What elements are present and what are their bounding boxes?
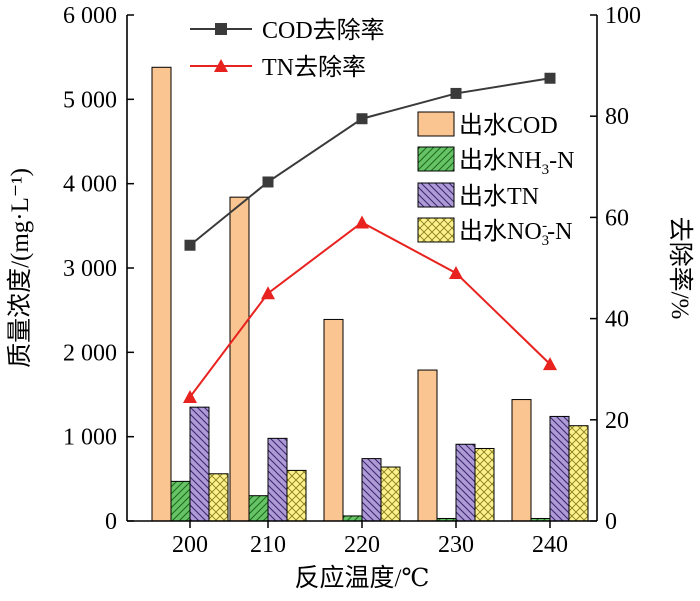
legend-nh3-label: 出水NH3-N <box>459 147 575 178</box>
y-tick-label: 3 000 <box>63 256 117 282</box>
legend-cod-removal-marker <box>215 23 227 35</box>
y2-tick-label: 60 <box>605 205 629 231</box>
legend-no3-swatch <box>417 217 455 243</box>
x-axis-title: 反应温度/℃ <box>295 564 430 592</box>
x-tick-label: 220 <box>344 532 380 558</box>
y-tick-label: 6 000 <box>63 3 117 29</box>
bar-nh3-200 <box>170 480 191 522</box>
axis-ticks: 0 1 000 2 000 3 000 4 000 5 000 6 000 0 20 40 60 80… <box>63 3 641 558</box>
y2-tick-label: 40 <box>605 307 629 333</box>
legend-nh3-swatch <box>417 146 455 172</box>
y2-tick-label: 20 <box>605 408 629 434</box>
bar-tn-210 <box>267 437 288 522</box>
legend-tn-removal-marker <box>214 59 228 72</box>
bars-layer <box>151 66 589 522</box>
bar-no3-230 <box>474 447 495 522</box>
legend-tn-swatch <box>417 182 455 208</box>
y2-tick-label: 80 <box>605 104 629 130</box>
tn-removal-marker-220 <box>355 215 369 229</box>
bar-no3-200 <box>208 473 229 522</box>
tn-removal-marker-230 <box>449 266 463 280</box>
bar-nh3-210 <box>248 495 269 522</box>
x-tick-label: 230 <box>438 532 474 558</box>
tn-removal-marker-200 <box>183 390 197 404</box>
legend-no3-label: 出水NO3--N <box>459 218 573 249</box>
y2-axis-title: 去除率/% <box>666 217 694 320</box>
legend-cod-swatch <box>417 111 455 137</box>
cod-removal-marker-200 <box>184 239 196 251</box>
bar-no3-210 <box>286 469 307 522</box>
y-tick-label: 4 000 <box>63 172 117 198</box>
cod-removal-marker-210 <box>262 176 274 188</box>
cod-removal-marker-240 <box>544 72 556 84</box>
bar-cod-210 <box>229 196 250 522</box>
bar-no3-220 <box>380 466 401 522</box>
y-axis-title: 质量浓度/(mg·L⁻¹) <box>6 168 34 368</box>
bar-tn-230 <box>455 443 476 522</box>
bar-cod-230 <box>417 369 438 522</box>
y-tick-label: 0 <box>105 509 117 535</box>
y-tick-label: 5 000 <box>63 87 117 113</box>
tn-removal-marker-240 <box>543 357 557 371</box>
bar-tn-220 <box>361 458 382 522</box>
y2-tick-label: 100 <box>605 3 641 29</box>
legend-tn-label: 出水TN <box>459 183 539 210</box>
y-tick-label: 1 000 <box>63 425 117 451</box>
cod-removal-marker-230 <box>450 87 462 99</box>
bar-cod-240 <box>511 399 532 522</box>
tn-removal-marker-210 <box>261 286 275 300</box>
bar-tn-240 <box>549 415 570 522</box>
bar-cod-200 <box>151 66 172 522</box>
lines-layer <box>183 72 557 404</box>
x-tick-label: 200 <box>172 532 208 558</box>
bar-legend: 出水COD 出水NH3-N 出水TN 出水NO3--N <box>417 111 575 249</box>
x-tick-label: 240 <box>532 532 568 558</box>
y2-tick-label: 0 <box>605 509 617 535</box>
legend-cod-label: 出水COD <box>459 112 558 139</box>
cod-removal-marker-220 <box>356 113 368 125</box>
bar-no3-240 <box>568 425 589 522</box>
bar-tn-200 <box>189 406 210 522</box>
legend-tn-removal-label: TN去除率 <box>262 54 366 81</box>
y-tick-label: 2 000 <box>63 340 117 366</box>
bar-cod-220 <box>323 318 344 522</box>
legend-cod-removal-label: COD去除率 <box>262 17 385 44</box>
x-tick-label: 210 <box>250 532 286 558</box>
line-legend: COD去除率 TN去除率 <box>190 17 385 81</box>
